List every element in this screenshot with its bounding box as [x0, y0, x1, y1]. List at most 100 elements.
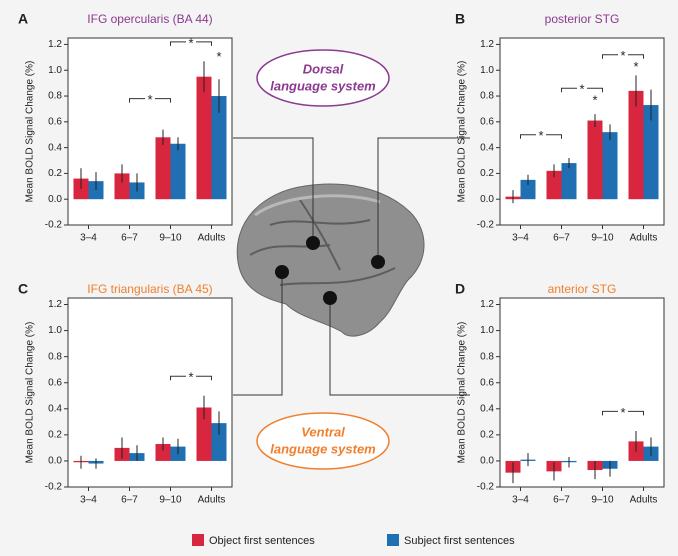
- x-tick-label: 3–4: [80, 233, 97, 244]
- x-tick-label: 3–4: [80, 495, 97, 506]
- y-tick-label: -0.2: [477, 482, 495, 493]
- y-tick-label: 0.8: [480, 351, 494, 362]
- y-tick-label: 0.8: [48, 91, 62, 102]
- ventral-ellipse: [256, 412, 390, 470]
- legend-swatch: [387, 534, 399, 546]
- dorsal-label: language system: [270, 78, 376, 93]
- significance-star: *: [620, 48, 625, 63]
- y-axis-label: Mean BOLD Signal Change (%): [457, 61, 468, 203]
- legend-label: Subject first sentences: [404, 535, 515, 547]
- bar: [211, 423, 227, 461]
- bar: [170, 143, 186, 200]
- bar: [73, 178, 89, 200]
- brain-regions: [275, 236, 385, 305]
- x-tick-label: 6–7: [553, 233, 570, 244]
- ventral-label: language system: [270, 441, 376, 456]
- panel-title: IFG opercularis (BA 44): [87, 12, 212, 26]
- bracket-gap: [145, 95, 155, 102]
- x-tick-label: 3–4: [512, 233, 529, 244]
- y-tick-label: 0.8: [480, 91, 494, 102]
- significance-star: *: [216, 49, 221, 64]
- x-tick-label: 6–7: [121, 495, 138, 506]
- y-tick-label: 0.4: [480, 403, 494, 414]
- bar: [587, 120, 603, 200]
- dorsal-ellipse: [256, 49, 390, 107]
- y-tick-label: -0.2: [45, 482, 63, 493]
- bar: [196, 407, 212, 461]
- y-tick-label: 0.4: [48, 142, 62, 153]
- y-tick-label: 0.2: [48, 430, 62, 441]
- y-axis-label: Mean BOLD Signal Change (%): [25, 61, 36, 203]
- y-tick-label: 0.8: [48, 351, 62, 362]
- panel-title: posterior STG: [545, 12, 620, 26]
- panel: A IFG opercularis (BA 44) Mean BOLD Signal…: [18, 11, 233, 244]
- significance-star: *: [147, 92, 152, 107]
- y-tick-label: 0.2: [48, 168, 62, 179]
- y-tick-label: 0.0: [48, 194, 62, 205]
- significance-star: *: [538, 128, 543, 143]
- legend-label: Object first sentences: [209, 535, 315, 547]
- y-axis-label: Mean BOLD Signal Change (%): [25, 322, 36, 464]
- bar: [211, 96, 227, 200]
- panel-letter: B: [455, 11, 465, 27]
- bracket-gap: [186, 373, 196, 380]
- x-tick-label: Adults: [630, 495, 658, 506]
- y-tick-label: 0.6: [480, 377, 494, 388]
- y-tick-label: 1.0: [480, 65, 494, 76]
- bracket-gap: [577, 85, 587, 92]
- significance-star: *: [188, 370, 193, 385]
- panel-title: IFG triangularis (BA 45): [87, 282, 212, 296]
- x-tick-label: 9–10: [591, 233, 614, 244]
- bar: [546, 170, 562, 200]
- y-tick-label: 0.6: [480, 116, 494, 127]
- y-tick-label: 1.2: [480, 299, 494, 310]
- bracket-gap: [618, 408, 628, 415]
- bar: [155, 443, 171, 461]
- x-tick-label: 9–10: [159, 233, 182, 244]
- x-tick-label: Adults: [198, 495, 226, 506]
- bar: [520, 179, 536, 200]
- bar: [196, 76, 212, 200]
- significance-star: *: [579, 82, 584, 97]
- y-tick-label: 0.0: [480, 194, 494, 205]
- y-tick-label: 1.2: [48, 299, 62, 310]
- y-tick-label: 0.4: [48, 403, 62, 414]
- bracket-gap: [536, 131, 546, 138]
- panel: C IFG triangularis (BA 45) Mean BOLD Signa…: [18, 281, 233, 506]
- bracket-gap: [186, 38, 196, 45]
- y-tick-label: 1.0: [480, 325, 494, 336]
- panel-letter: D: [455, 281, 465, 297]
- legend-swatch: [192, 534, 204, 546]
- y-tick-label: 1.0: [48, 65, 62, 76]
- significance-star: *: [620, 405, 625, 420]
- y-tick-label: 1.2: [48, 39, 62, 50]
- x-tick-label: Adults: [630, 233, 658, 244]
- y-tick-label: 0.2: [480, 168, 494, 179]
- x-tick-label: 3–4: [512, 495, 529, 506]
- bar: [602, 132, 618, 200]
- dorsal-label: Dorsal: [303, 61, 344, 76]
- x-tick-label: Adults: [198, 233, 226, 244]
- connector-lines: [233, 137, 470, 396]
- y-tick-label: 1.0: [48, 325, 62, 336]
- x-tick-label: 9–10: [591, 495, 614, 506]
- bar: [643, 105, 659, 200]
- bar: [155, 137, 171, 200]
- legend: Object first sentences Subject first sen…: [192, 534, 515, 547]
- y-tick-label: 1.2: [480, 39, 494, 50]
- y-tick-label: 0.2: [480, 430, 494, 441]
- y-axis-label: Mean BOLD Signal Change (%): [457, 322, 468, 464]
- bracket-gap: [618, 51, 628, 58]
- y-tick-label: 0.6: [48, 377, 62, 388]
- x-tick-label: 9–10: [159, 495, 182, 506]
- panel-letter: C: [18, 281, 28, 297]
- brain: [236, 183, 425, 337]
- bar: [628, 90, 644, 200]
- bar: [114, 173, 130, 200]
- y-tick-label: -0.2: [45, 220, 63, 231]
- y-tick-label: 0.0: [48, 456, 62, 467]
- bar: [561, 163, 577, 200]
